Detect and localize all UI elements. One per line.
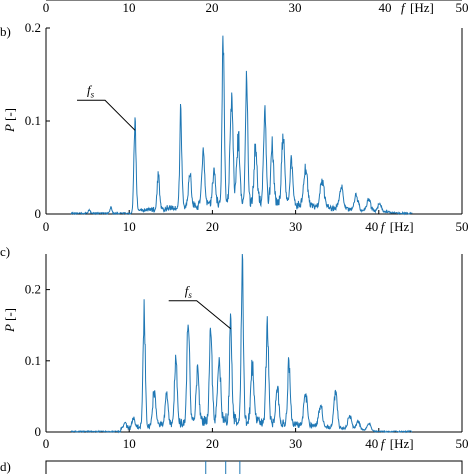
panel-a-xlabel-symbol: f	[401, 0, 407, 15]
panel-c-xtick-5: 50	[456, 436, 469, 451]
panel-c-ylabel: P [-]	[2, 308, 17, 333]
panel-c-xtick-4: 40	[365, 436, 378, 451]
panel-c-annotation: fs	[185, 283, 193, 300]
panel-b-xtick-5: 50	[456, 219, 469, 234]
panel-b-xtick-0: 0	[43, 219, 50, 234]
panel-c-xtick-2: 20	[206, 436, 219, 451]
panel-b-xtick-3: 30	[289, 219, 302, 234]
panel-b-label: b)	[0, 24, 11, 39]
panel-c-series-line	[70, 253, 413, 434]
panel-b-xtick-2: 20	[206, 219, 219, 234]
panel-b-ylabel: P [-]	[2, 108, 17, 133]
panel-c-ytick-0: 0	[35, 424, 42, 439]
panel-b-xtick-4: 40	[365, 219, 378, 234]
panel-b-series-line	[70, 35, 413, 216]
panel-b-annotation: fs	[87, 82, 95, 99]
panel-b-ytick-0: 0	[35, 206, 42, 221]
panel-a-xtick-4: 40	[379, 0, 392, 15]
panel-c-xtick-0: 0	[43, 436, 50, 451]
panel-a-bottom-strip: 0 10 20 30 40 f [Hz] 50	[43, 0, 469, 15]
panel-b-xlabel-unit: [Hz]	[390, 219, 414, 234]
panel-d-label: d)	[0, 459, 11, 474]
panel-a-xtick-5: 50	[456, 0, 469, 15]
panel-c-chart: c) 0 10 20 30 40 50 f [Hz] 0 0.1 0.2 P [-] fs	[0, 244, 469, 451]
panel-c-ytick-2: 0.2	[25, 282, 41, 297]
panel-c-xtick-1: 10	[123, 436, 136, 451]
panel-b-annotation-leader	[77, 99, 136, 131]
panel-c-ytick-1: 0.1	[25, 353, 41, 368]
panel-c-xtick-3: 30	[289, 436, 302, 451]
panel-a-xtick-3: 30	[289, 0, 302, 15]
panel-b-chart: b) 0 10 20 30 40 50 f [Hz] 0 0.1 0.2 P [-] fs	[0, 20, 469, 234]
panel-b-xlabel-symbol: f	[381, 219, 387, 234]
panel-b-ytick-1: 0.1	[25, 113, 41, 128]
panel-d-frame	[45, 460, 463, 474]
panel-d-top-strip: d)	[0, 459, 463, 474]
panel-a-xlabel-unit: [Hz]	[410, 0, 434, 15]
panel-b-xtick-1: 10	[123, 219, 136, 234]
panel-a-xtick-0: 0	[43, 0, 50, 15]
panel-b-ytick-2: 0.2	[25, 20, 41, 35]
panel-a-xtick-1: 10	[123, 0, 136, 15]
panel-c-annotation-leader	[168, 300, 232, 330]
panel-c-label: c)	[0, 244, 10, 259]
panel-a-xtick-2: 20	[206, 0, 219, 15]
panel-c-xlabel-symbol: f	[381, 436, 387, 451]
panel-c-xlabel-unit: [Hz]	[390, 436, 414, 451]
